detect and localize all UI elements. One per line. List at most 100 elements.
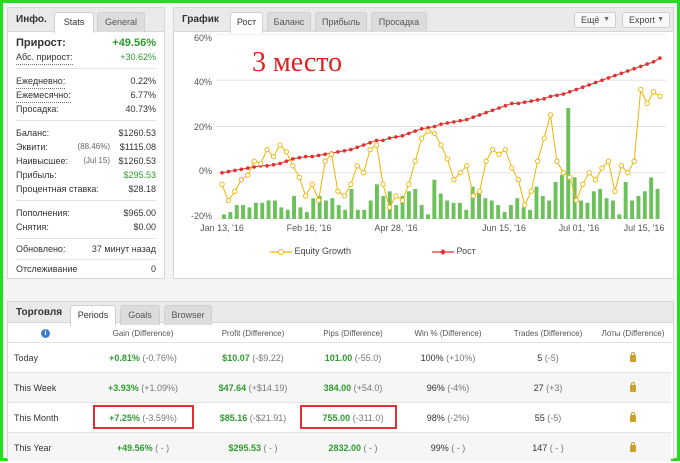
gain-diff: (-0.76%) <box>142 353 177 363</box>
series-point <box>284 159 289 163</box>
row-gain: +49.56% ( - ) <box>88 433 198 463</box>
stat-highest-note: (Jul 15) <box>83 156 110 165</box>
stat-tracking-label: Отслеживание <box>16 264 78 274</box>
tab-periods[interactable]: Periods <box>70 305 116 326</box>
help-icon[interactable]: i <box>41 329 50 338</box>
profit-value: $85.16 <box>219 413 248 423</box>
chart-bar <box>566 108 571 219</box>
column-header-gain[interactable]: Gain (Difference) <box>112 329 174 338</box>
series-point <box>638 64 643 69</box>
series-point <box>555 93 559 98</box>
lock-icon[interactable] <box>630 382 636 392</box>
stat-daily-label[interactable]: Ежедневно: <box>16 74 66 89</box>
place-overlay-text: 3 место <box>252 47 343 78</box>
row-pips: 755.00 (-311.0) <box>303 403 403 433</box>
chevron-down-icon: ▼ <box>657 16 664 23</box>
column-header-pips[interactable]: Pips (Difference) <box>323 329 383 338</box>
series-point <box>509 165 515 171</box>
chart-bar <box>509 205 513 219</box>
chart-bar <box>553 182 558 219</box>
legend-growth-label: Рост <box>456 246 476 256</box>
chart-bar <box>611 200 615 219</box>
series-point <box>522 202 528 208</box>
tab-browser[interactable]: Browser <box>164 305 212 325</box>
pips-value: 101.00 <box>324 353 353 363</box>
stat-updated-label: Обновлено: <box>16 244 66 254</box>
trading-panel-header: Торговля Periods Goals Browser <box>8 302 673 326</box>
series-point <box>349 147 353 152</box>
lock-icon[interactable] <box>630 412 636 422</box>
stats-divider <box>16 200 156 201</box>
series-point <box>477 113 482 117</box>
series-point <box>355 145 360 150</box>
series-point <box>413 129 417 133</box>
tab-profit[interactable]: Прибыль <box>315 12 367 32</box>
chart-bar <box>496 205 501 219</box>
row-gain: +0.81% (-0.76%) <box>88 343 198 373</box>
series-point <box>574 87 579 92</box>
series-point <box>251 158 257 164</box>
y-tick-label: 40% <box>193 77 212 87</box>
series-point <box>541 135 547 141</box>
chart-bar <box>292 195 296 219</box>
series-point <box>516 101 521 106</box>
series-point <box>246 166 250 170</box>
tab-stats[interactable]: Stats <box>54 12 94 33</box>
chart-bar <box>381 195 386 219</box>
profit-diff: (-$21.91) <box>249 413 287 423</box>
stats-panel: Инфо. Stats General Прирост: +49.56% Абс… <box>7 7 165 279</box>
chart-bar <box>355 209 360 219</box>
series-point <box>425 128 431 134</box>
legend-equity-growth[interactable]: Equity Growth <box>270 246 351 256</box>
column-header-trades[interactable]: Trades (Difference) <box>513 329 583 338</box>
trades-value: 55 <box>534 413 545 423</box>
chart-lines <box>219 56 663 211</box>
stat-daily: Ежедневно: 0.22% <box>16 74 156 89</box>
column-header-win[interactable]: Win % (Difference) <box>414 329 482 338</box>
chart-bar <box>324 200 328 219</box>
series-point <box>380 181 386 187</box>
series-point <box>497 106 501 110</box>
tab-goals[interactable]: Goals <box>120 305 160 325</box>
lock-icon[interactable] <box>630 442 636 452</box>
series-point <box>483 158 489 164</box>
trades-value: 5 <box>537 353 543 363</box>
chart-bar <box>560 175 564 219</box>
series-point <box>626 69 630 73</box>
more-dropdown[interactable]: Ещё ▼ <box>574 12 616 28</box>
stats-divider <box>16 259 156 260</box>
stat-balance-label: Баланс: <box>16 128 50 138</box>
series-line <box>221 87 661 209</box>
stat-abs-growth-label[interactable]: Абс. прирост: <box>16 50 73 65</box>
series-point <box>381 138 385 143</box>
stat-abs-growth-value: +30.62% <box>120 52 156 62</box>
series-point <box>399 197 406 204</box>
tab-drawdown[interactable]: Просадка <box>371 12 427 32</box>
series-point <box>451 177 457 183</box>
x-tick-label: Jul 15, '16 <box>623 223 665 233</box>
x-tick-label: Jun 15, '16 <box>482 223 526 233</box>
trades-value: 147 <box>532 443 548 453</box>
series-point <box>561 92 566 96</box>
chart-bar <box>591 191 596 219</box>
column-header-profit[interactable]: Profit (Difference) <box>221 329 285 338</box>
stat-highest: Наивысшее: (Jul 15) $1260.53 <box>16 154 156 168</box>
chart-bar <box>547 200 552 219</box>
tab-growth[interactable]: Рост <box>230 12 263 33</box>
column-header-lots[interactable]: Лоты (Difference) <box>601 329 665 338</box>
export-dropdown[interactable]: Export ▼ <box>622 12 670 28</box>
tab-general[interactable]: General <box>97 12 145 32</box>
profit-diff: ( - ) <box>263 443 278 453</box>
stat-monthly-label[interactable]: Ежемесячно: <box>16 88 71 103</box>
x-tick-label: Apr 28, '16 <box>374 223 418 233</box>
lock-icon[interactable] <box>630 352 636 362</box>
tab-balance[interactable]: Баланс <box>267 12 311 32</box>
pips-value: 384.00 <box>323 383 352 393</box>
chart-bar <box>502 212 507 219</box>
series-point <box>374 138 379 143</box>
series-point <box>573 197 579 204</box>
series-point <box>419 135 425 141</box>
series-point <box>291 157 295 161</box>
legend-growth[interactable]: Рост <box>432 246 476 256</box>
